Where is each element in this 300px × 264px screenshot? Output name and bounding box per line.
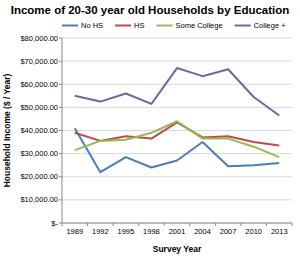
x-tick — [215, 223, 216, 226]
grid-line — [62, 107, 292, 108]
x-tick-label: 2004 — [194, 227, 211, 236]
series-line — [75, 128, 279, 172]
grid-line — [62, 130, 292, 131]
series-line — [75, 121, 279, 157]
grid-line — [62, 61, 292, 62]
grid-line — [62, 153, 292, 154]
x-axis — [62, 223, 292, 224]
x-tick-label: 2010 — [245, 227, 262, 236]
series-line — [75, 68, 279, 115]
series-line — [75, 122, 279, 145]
grid-line — [62, 84, 292, 85]
legend-label: Some College — [176, 21, 223, 30]
grid-line — [62, 38, 292, 39]
x-tick — [292, 223, 293, 226]
x-tick-label: 1995 — [118, 227, 135, 236]
y-tick-label: $80,000.00 — [20, 34, 58, 43]
legend-swatch — [157, 25, 173, 27]
legend-swatch — [115, 25, 131, 27]
y-tick-label: $70,000.00 — [20, 57, 58, 66]
x-tick — [62, 223, 63, 226]
y-tick-label: $20,000.00 — [20, 172, 58, 181]
y-tick-label: $50,000.00 — [20, 103, 58, 112]
x-tick — [240, 223, 241, 226]
y-tick-label: $30,000.00 — [20, 149, 58, 158]
y-tick-label: $60,000.00 — [20, 80, 58, 89]
x-tick-label: 2007 — [220, 227, 237, 236]
x-tick-label: 1989 — [66, 227, 83, 236]
x-tick — [266, 223, 267, 226]
x-tick — [87, 223, 88, 226]
x-tick-label: 1992 — [92, 227, 109, 236]
x-tick — [189, 223, 190, 226]
y-tick-label: $10,000.00 — [20, 195, 58, 204]
series-group — [75, 68, 279, 172]
y-axis — [62, 38, 63, 223]
grid-line — [62, 223, 292, 224]
legend-swatch — [62, 25, 78, 27]
y-tick-label: $- — [51, 219, 58, 228]
legend-label: College + — [254, 21, 287, 30]
x-tick — [138, 223, 139, 226]
x-axis-label: Survey Year — [153, 244, 202, 254]
legend-swatch — [235, 25, 251, 27]
x-tick-label: 2001 — [169, 227, 186, 236]
x-tick-label: 2013 — [271, 227, 288, 236]
grid-line — [62, 176, 292, 177]
chart: Income of 20-30 year old Households by E… — [0, 0, 300, 264]
title: Income of 20-30 year old Households by E… — [11, 4, 290, 16]
legend-label: HS — [134, 21, 144, 30]
x-tick — [113, 223, 114, 226]
background — [0, 0, 300, 264]
y-axis-label: Household Income ($ / Year) — [2, 73, 12, 187]
legend-label: No HS — [81, 21, 103, 30]
x-tick — [164, 223, 165, 226]
y-tick-label: $40,000.00 — [20, 126, 58, 135]
grid-line — [62, 199, 292, 200]
x-tick-label: 1998 — [143, 227, 160, 236]
